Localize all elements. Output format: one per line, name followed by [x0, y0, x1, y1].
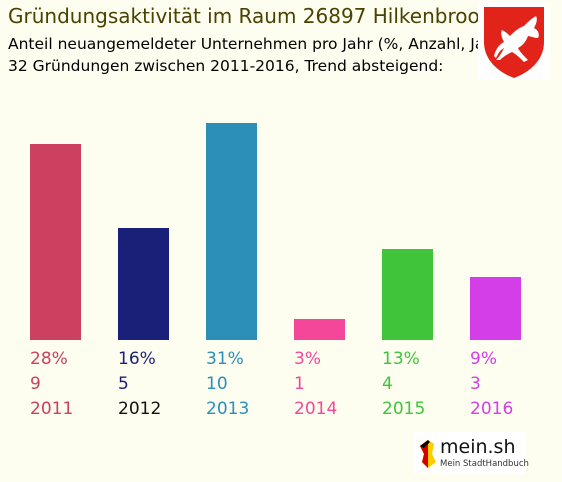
- logo-text: mein.sh: [440, 436, 516, 458]
- count-label-2012: 5: [118, 374, 129, 394]
- chart-title: Gründungsaktivität im Raum 26897 Hilkenb…: [8, 4, 492, 28]
- count-label-2015: 4: [382, 374, 393, 394]
- logo-tagline: Mein StadtHandbuch: [440, 459, 529, 469]
- percent-label-2016: 9%: [470, 349, 497, 369]
- percent-label-2011: 28%: [30, 349, 68, 369]
- percent-label-2015: 13%: [382, 349, 420, 369]
- year-label-2015: 2015: [382, 399, 425, 419]
- count-label-2016: 3: [470, 374, 481, 394]
- year-label-2014: 2014: [294, 399, 337, 419]
- bar-2014: [294, 319, 345, 340]
- chart-subtitle: Anteil neuangemeldeter Unternehmen pro J…: [8, 35, 507, 53]
- count-label-2011: 9: [30, 374, 41, 394]
- crest-icon: [478, 2, 550, 80]
- year-label-2011: 2011: [30, 399, 73, 419]
- percent-label-2012: 16%: [118, 349, 156, 369]
- year-label-2013: 2013: [206, 399, 249, 419]
- percent-label-2013: 31%: [206, 349, 244, 369]
- year-label-2016: 2016: [470, 399, 513, 419]
- chart-summary: 32 Gründungen zwischen 2011-2016, Trend …: [8, 57, 444, 75]
- count-label-2014: 1: [294, 374, 305, 394]
- count-label-2013: 10: [206, 374, 228, 394]
- mein-sh-logo-icon: [414, 432, 526, 474]
- bar-2011: [30, 144, 81, 340]
- bar-2013: [206, 123, 257, 340]
- year-label-2012: 2012: [118, 399, 161, 419]
- percent-label-2014: 3%: [294, 349, 321, 369]
- bar-2016: [470, 277, 521, 340]
- bar-2015: [382, 249, 433, 340]
- bar-2012: [118, 228, 169, 340]
